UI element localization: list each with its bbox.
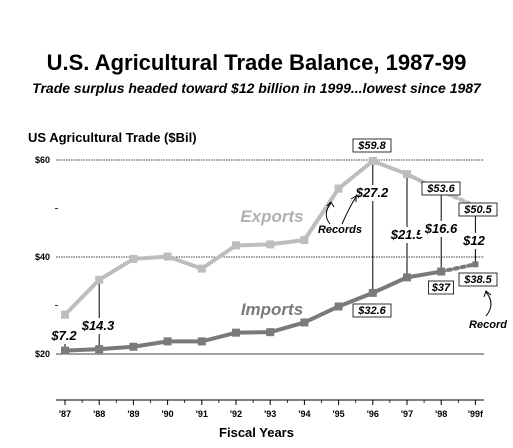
y-tick-label: $60 [35, 155, 50, 165]
x-axis-label: Fiscal Years [219, 425, 294, 440]
y-axis-label: US Agricultural Trade ($Bil) [28, 130, 197, 145]
x-tick-label: '99f [468, 409, 484, 419]
x-tick-label: '88 [93, 409, 105, 419]
x-tick-label: '98 [435, 409, 447, 419]
data-point [163, 337, 172, 346]
balance-label-bg [386, 227, 428, 243]
data-point [437, 267, 446, 276]
x-tick-label: '93 [264, 409, 276, 419]
x-tick-label: '92 [230, 409, 242, 419]
value-box [352, 138, 392, 153]
records-arrow [325, 202, 332, 225]
value-label: $53.6 [426, 183, 455, 195]
value-box [458, 202, 498, 217]
forecast-line [439, 262, 478, 274]
balance-label: $21.5 [390, 227, 424, 242]
x-tick-label: '94 [298, 409, 310, 419]
value-box [421, 181, 461, 196]
x-tick-label: '87 [59, 409, 71, 419]
x-tick-label: '96 [367, 409, 379, 419]
balance-label-bg [460, 233, 488, 249]
series-label-exports: Exports [240, 207, 303, 226]
data-point [61, 310, 69, 319]
chart-title: U.S. Agricultural Trade Balance, 1987-99 [46, 50, 467, 75]
data-point [95, 275, 104, 284]
x-tick-label: '97 [401, 409, 413, 419]
data-point [403, 273, 411, 282]
x-tick-label: '90 [162, 409, 174, 419]
data-point [300, 318, 309, 327]
records-arrow-head [350, 195, 357, 202]
balance-label: $12 [462, 233, 485, 248]
records-arrow [341, 196, 357, 225]
data-point [266, 240, 275, 249]
value-box [427, 280, 454, 295]
data-point [368, 156, 377, 165]
data-point [300, 236, 309, 245]
value-label: $50.5 [463, 204, 492, 216]
balance-label: $27.2 [355, 185, 389, 200]
data-point [334, 302, 343, 311]
series-line [63, 158, 443, 317]
y-tick-label: $40 [35, 252, 50, 262]
series-line [64, 269, 442, 353]
value-box [458, 272, 498, 287]
value-label: $59.8 [357, 140, 386, 152]
y-tick-label: $20 [35, 349, 50, 359]
data-point [61, 346, 69, 355]
record-arrow [485, 291, 492, 317]
data-point [368, 288, 377, 297]
value-box [352, 303, 392, 318]
balance-label-bg [420, 221, 462, 237]
balance-label-bg [47, 328, 81, 344]
data-point [163, 252, 172, 261]
balance-label: $16.6 [424, 221, 458, 236]
data-point [95, 345, 104, 354]
x-tick-label: '91 [196, 409, 208, 419]
balance-label-bg [351, 185, 393, 201]
balance-label-bg [77, 318, 119, 334]
value-label: $32.6 [357, 305, 386, 317]
records-note: Records [318, 224, 362, 236]
data-point [472, 261, 479, 268]
data-point [197, 337, 206, 346]
series-label-imports: Imports [241, 300, 303, 319]
records-arrow-head [326, 201, 335, 208]
data-point [232, 328, 240, 337]
data-point [197, 264, 206, 273]
x-tick-label: '89 [127, 409, 139, 419]
data-point [129, 254, 138, 263]
record-note: Record [469, 319, 507, 331]
x-tick-label: '95 [333, 409, 345, 419]
value-label: $38.5 [463, 274, 492, 286]
data-point [403, 170, 411, 179]
data-point [232, 241, 240, 250]
balance-label: $14.3 [81, 318, 115, 333]
data-point [334, 184, 343, 193]
data-point [129, 342, 138, 351]
balance-label: $7.2 [50, 328, 77, 343]
chart-subtitle: Trade surplus headed toward $12 billion … [32, 80, 481, 96]
data-point [266, 328, 275, 337]
record-arrow-head [483, 290, 492, 298]
value-label: $37 [431, 282, 451, 294]
